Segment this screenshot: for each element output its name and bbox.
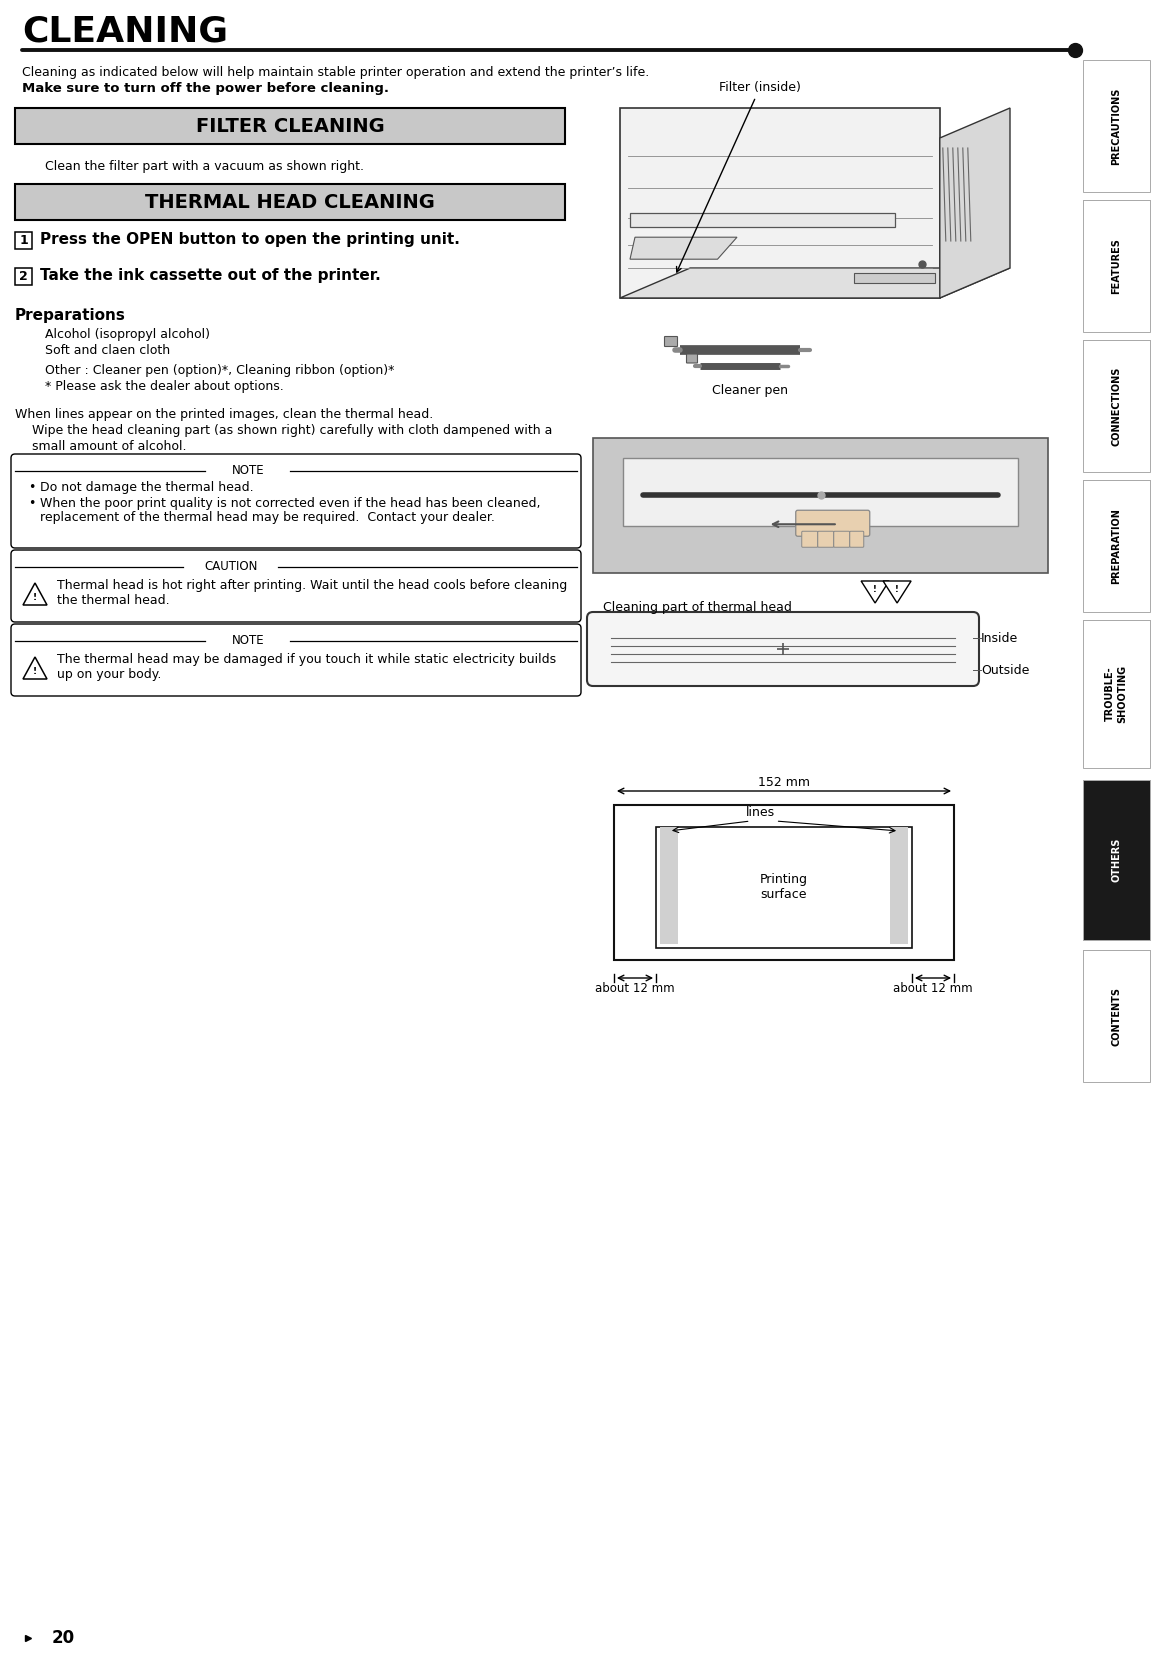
FancyBboxPatch shape [630, 213, 895, 226]
Text: •: • [28, 497, 36, 510]
FancyBboxPatch shape [890, 827, 909, 943]
Text: CONNECTIONS: CONNECTIONS [1111, 367, 1122, 445]
Text: !: ! [873, 585, 877, 593]
Text: !: ! [895, 585, 899, 593]
Text: When the poor print quality is not corrected even if the head has been cleaned,: When the poor print quality is not corre… [40, 497, 541, 510]
Text: Wipe the head cleaning part (as shown right) carefully with cloth dampened with : Wipe the head cleaning part (as shown ri… [32, 424, 552, 437]
Text: 2: 2 [20, 271, 28, 282]
Text: •: • [28, 482, 36, 493]
Text: up on your body.: up on your body. [56, 668, 161, 681]
Text: CONTENTS: CONTENTS [1111, 987, 1122, 1045]
Text: Clean the filter part with a vacuum as shown right.: Clean the filter part with a vacuum as s… [45, 159, 364, 173]
FancyBboxPatch shape [623, 458, 1018, 527]
Text: FILTER CLEANING: FILTER CLEANING [196, 116, 384, 136]
Text: * Please ask the dealer about options.: * Please ask the dealer about options. [45, 380, 284, 394]
FancyBboxPatch shape [850, 532, 864, 546]
Text: Do not damage the thermal head.: Do not damage the thermal head. [40, 482, 254, 493]
Text: Cleaning part of thermal head: Cleaning part of thermal head [603, 601, 792, 615]
FancyBboxPatch shape [12, 453, 581, 548]
Polygon shape [861, 581, 889, 603]
Text: Press the OPEN button to open the printing unit.: Press the OPEN button to open the printi… [40, 233, 460, 247]
Polygon shape [883, 581, 911, 603]
Text: THERMAL HEAD CLEANING: THERMAL HEAD CLEANING [145, 193, 435, 211]
FancyBboxPatch shape [15, 233, 32, 249]
Text: When lines appear on the printed images, clean the thermal head.: When lines appear on the printed images,… [15, 409, 434, 420]
FancyBboxPatch shape [801, 532, 817, 546]
Text: TROUBLE-
SHOOTING: TROUBLE- SHOOTING [1106, 664, 1128, 723]
FancyBboxPatch shape [1083, 199, 1150, 332]
Polygon shape [620, 267, 1010, 297]
Text: Preparations: Preparations [15, 307, 126, 322]
FancyBboxPatch shape [1083, 341, 1150, 472]
Text: NOTE: NOTE [232, 465, 264, 477]
Text: lines: lines [746, 806, 775, 819]
Text: CAUTION: CAUTION [204, 560, 257, 573]
Text: about 12 mm: about 12 mm [595, 982, 675, 995]
Text: Outside: Outside [981, 663, 1030, 676]
FancyBboxPatch shape [796, 510, 869, 537]
FancyBboxPatch shape [15, 108, 565, 145]
Text: CLEANING: CLEANING [22, 13, 228, 48]
FancyBboxPatch shape [15, 267, 32, 286]
FancyBboxPatch shape [1083, 781, 1150, 940]
Text: FEATURES: FEATURES [1111, 238, 1122, 294]
FancyBboxPatch shape [593, 439, 1048, 573]
FancyBboxPatch shape [1083, 950, 1150, 1081]
Text: about 12 mm: about 12 mm [894, 982, 973, 995]
Text: Cleaning as indicated below will help maintain stable printer operation and exte: Cleaning as indicated below will help ma… [22, 66, 649, 80]
Text: 1: 1 [20, 234, 28, 247]
Text: Cleaner pen: Cleaner pen [713, 384, 787, 397]
FancyBboxPatch shape [854, 272, 935, 282]
Text: Other : Cleaner pen (option)*, Cleaning ribbon (option)*: Other : Cleaner pen (option)*, Cleaning … [45, 364, 394, 377]
FancyBboxPatch shape [817, 532, 834, 546]
Text: 152 mm: 152 mm [758, 776, 811, 789]
Text: Take the ink cassette out of the printer.: Take the ink cassette out of the printer… [40, 267, 380, 282]
FancyBboxPatch shape [587, 611, 979, 686]
Text: Thermal head is hot right after printing. Wait until the head cools before clean: Thermal head is hot right after printing… [56, 580, 567, 591]
FancyBboxPatch shape [12, 550, 581, 621]
Text: Inside: Inside [981, 631, 1018, 644]
FancyBboxPatch shape [660, 827, 678, 943]
FancyBboxPatch shape [686, 354, 698, 364]
Text: Make sure to turn off the power before cleaning.: Make sure to turn off the power before c… [22, 81, 389, 95]
FancyBboxPatch shape [664, 337, 678, 347]
Text: 20: 20 [52, 1629, 75, 1648]
Text: Alcohol (isopropyl alcohol): Alcohol (isopropyl alcohol) [45, 327, 210, 341]
Text: !: ! [33, 593, 37, 601]
FancyBboxPatch shape [656, 827, 912, 948]
Polygon shape [23, 658, 47, 679]
Polygon shape [23, 583, 47, 605]
Polygon shape [630, 238, 737, 259]
FancyBboxPatch shape [615, 806, 954, 960]
Text: NOTE: NOTE [232, 635, 264, 648]
Polygon shape [940, 108, 1010, 297]
FancyBboxPatch shape [1083, 60, 1150, 193]
FancyBboxPatch shape [1083, 480, 1150, 611]
Text: The thermal head may be damaged if you touch it while static electricity builds: The thermal head may be damaged if you t… [56, 653, 556, 666]
FancyBboxPatch shape [834, 532, 850, 546]
Text: Printing
surface: Printing surface [760, 874, 808, 902]
Text: small amount of alcohol.: small amount of alcohol. [32, 440, 187, 453]
Text: !: ! [33, 666, 37, 676]
FancyBboxPatch shape [15, 184, 565, 219]
Text: Soft and claen cloth: Soft and claen cloth [45, 344, 171, 357]
Text: PREPARATION: PREPARATION [1111, 508, 1122, 585]
Text: OTHERS: OTHERS [1111, 837, 1122, 882]
Text: replacement of the thermal head may be required.  Contact your dealer.: replacement of the thermal head may be r… [40, 512, 495, 523]
FancyBboxPatch shape [1083, 620, 1150, 767]
Text: the thermal head.: the thermal head. [56, 595, 169, 606]
Text: PRECAUTIONS: PRECAUTIONS [1111, 88, 1122, 164]
FancyBboxPatch shape [620, 108, 940, 297]
FancyBboxPatch shape [12, 625, 581, 696]
Text: Filter (inside): Filter (inside) [677, 81, 801, 272]
